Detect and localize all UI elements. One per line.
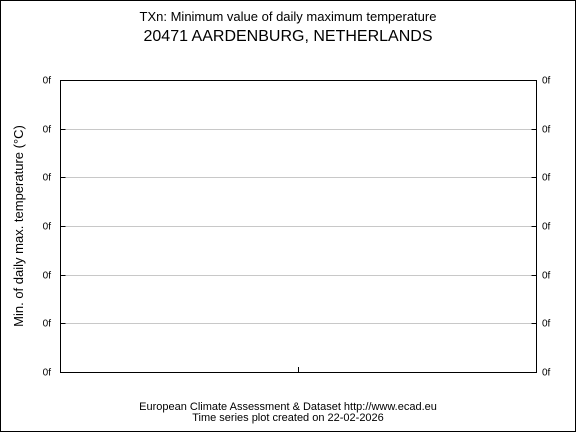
y-tick-label-left: 0f (43, 368, 52, 379)
y-tick-label-left: 0f (43, 173, 52, 184)
y-tick-label-right: 0f (542, 271, 551, 282)
chart-subtitle: 20471 AARDENBURG, NETHERLANDS (143, 28, 433, 45)
y-axis-label: Min. of daily max. temperature (°C) (11, 125, 26, 327)
y-tick-label-left: 0f (43, 76, 52, 87)
y-tick-label-left: 0f (43, 271, 52, 282)
y-tick-label-right: 0f (542, 319, 551, 330)
y-tick-label-right: 0f (542, 76, 551, 87)
footer-created-date: Time series plot created on 22-02-2026 (192, 412, 384, 424)
gridlines (61, 129, 536, 324)
y-tick-label-right: 0f (542, 173, 551, 184)
y-tick-label-right: 0f (542, 125, 551, 136)
axis-ticks (60, 80, 537, 373)
footer-credit: European Climate Assessment & Dataset ht… (139, 401, 437, 413)
y-tick-label-right: 0f (542, 222, 551, 233)
y-tick-label-left: 0f (43, 319, 52, 330)
y-tick-label-left: 0f (43, 222, 52, 233)
y-tick-label-left: 0f (43, 125, 52, 136)
y-tick-label-right: 0f (542, 368, 551, 379)
tick-labels: 0f 0f 0f 0f 0f 0f 0f 0f 0f 0f 0f 0f 0f 0f (43, 76, 551, 379)
chart-title: TXn: Minimum value of daily maximum temp… (139, 9, 437, 24)
